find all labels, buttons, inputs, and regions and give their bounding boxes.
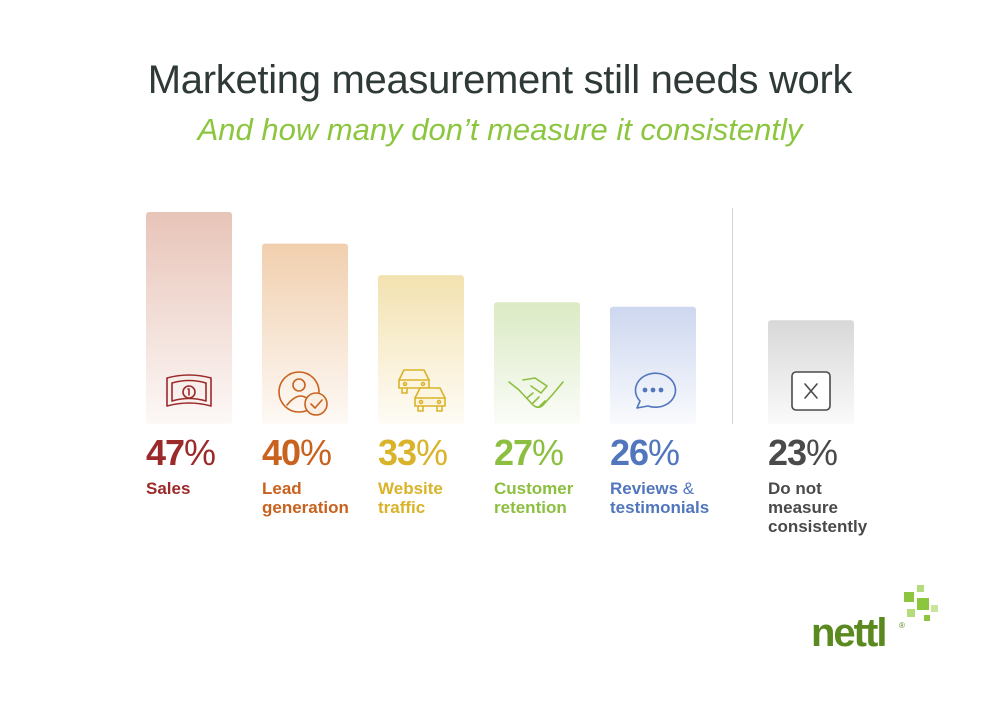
category-label-line: Lead: [262, 479, 302, 498]
chart-title: Marketing measurement still needs work: [147, 58, 853, 102]
category-label: Customer retention: [494, 479, 619, 517]
percent-symbol: %: [416, 432, 448, 473]
category-label-line: traffic: [378, 498, 426, 517]
percent-symbol: %: [648, 432, 680, 473]
user-check-icon: [278, 371, 328, 416]
bar: [494, 302, 580, 424]
bar: [146, 212, 232, 424]
value-number: 40: [262, 432, 301, 473]
category-label: Do not measure consistently: [768, 479, 893, 536]
logo-squares-icon: [904, 585, 938, 621]
money-icon: [166, 374, 212, 407]
category-label: Lead generation: [262, 479, 387, 517]
value-number: 27: [494, 432, 533, 473]
value-number: 33: [378, 432, 417, 473]
bar-value-label: 26%: [610, 432, 680, 474]
category-label-line: testimonials: [610, 498, 710, 517]
category-label-line: Do not: [768, 479, 822, 498]
percent-symbol: %: [532, 432, 564, 473]
bar-value-label: 40%: [262, 432, 332, 474]
bar-value-label: 47%: [146, 432, 216, 474]
category-label-line: Customer: [494, 479, 574, 498]
separator-line: [732, 208, 733, 424]
percent-symbol: %: [300, 432, 332, 473]
category-label-line: retention: [494, 498, 567, 517]
percent-symbol: %: [806, 432, 838, 473]
x-box-icon: [791, 371, 831, 411]
chat-icon: [634, 372, 677, 409]
cars-icon: [398, 369, 446, 412]
value-number: 23: [768, 432, 807, 473]
category-label-line: Reviews: [610, 479, 679, 498]
nettl-logo: nettl ®: [811, 585, 941, 660]
handshake-icon: [508, 377, 564, 409]
category-label-line: Website: [378, 479, 443, 498]
category-label: Reviews & testimonials: [610, 479, 735, 517]
bar-value-label: 23%: [768, 432, 838, 474]
category-label-line: measure: [768, 498, 838, 517]
chart-subtitle: And how many don’t measure it consistent…: [197, 112, 803, 147]
value-number: 26: [610, 432, 649, 473]
bar-value-label: 33%: [378, 432, 448, 474]
category-label-line: consistently: [768, 517, 868, 536]
percent-symbol: %: [184, 432, 216, 473]
logo-registered-mark: ®: [899, 621, 905, 630]
category-label: Website traffic: [378, 479, 503, 517]
logo-text: nettl: [811, 611, 887, 655]
category-label-line: generation: [262, 498, 349, 517]
category-label: Sales: [146, 479, 271, 498]
category-label-line: Sales: [146, 479, 191, 498]
value-number: 47: [146, 432, 185, 473]
bar-value-label: 27%: [494, 432, 564, 474]
ampersand: &: [682, 479, 695, 498]
